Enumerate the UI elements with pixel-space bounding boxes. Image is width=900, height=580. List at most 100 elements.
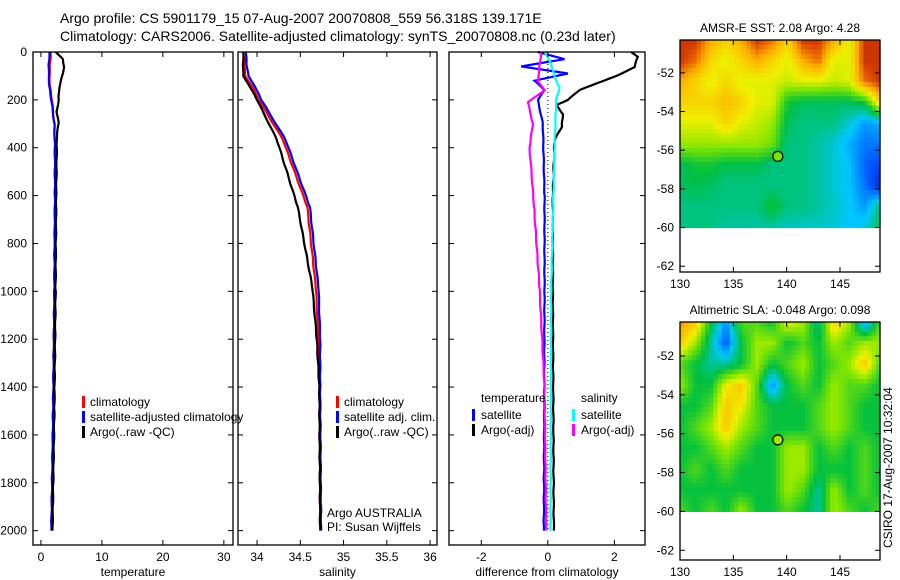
heatmap-cell [850, 161, 856, 168]
heatmap-cell [834, 143, 839, 149]
heatmap-cell [688, 483, 694, 489]
heatmap-cell [813, 355, 819, 361]
heatmap-cell [750, 483, 756, 489]
heatmap-cell [809, 63, 814, 69]
heatmap-cell [746, 72, 752, 79]
heatmap-cell [817, 340, 823, 347]
heatmap-cell [821, 143, 827, 149]
heatmap-cell [700, 492, 706, 498]
heatmap-cell [700, 222, 706, 229]
heatmap-cell [825, 416, 831, 423]
heatmap-cell [850, 322, 856, 328]
heatmap-cell [709, 110, 714, 116]
heatmap-cell [705, 133, 710, 140]
heatmap-cell [759, 388, 764, 394]
heatmap-cell [775, 449, 781, 456]
heatmap-cell [717, 204, 723, 210]
heatmap-cell [796, 506, 802, 513]
heatmap-cell [738, 54, 744, 60]
heatmap-cell [713, 468, 719, 475]
heatmap-cell [875, 483, 881, 489]
heatmap-cell [705, 161, 710, 168]
heatmap-cell [717, 483, 723, 489]
heatmap-cell [684, 218, 689, 224]
heatmap-cell [859, 487, 864, 494]
heatmap-cell [717, 166, 723, 172]
heatmap-cell [759, 218, 764, 224]
heatmap-cell [817, 49, 823, 55]
heatmap-cell [734, 199, 739, 205]
heatmap-cell [692, 58, 698, 65]
heatmap-cell [855, 161, 860, 168]
heatmap-cell [746, 124, 752, 130]
heatmap-cell [750, 407, 756, 413]
heatmap-cell [705, 364, 710, 370]
heatmap-cell [721, 68, 727, 74]
heatmap-cell [692, 199, 698, 205]
heatmap-cell [809, 143, 814, 149]
heatmap-cell [709, 345, 714, 352]
heatmap-cell [742, 138, 748, 144]
heatmap-cell [867, 435, 873, 441]
heatmap-cell [846, 378, 852, 385]
heatmap-cell [771, 72, 777, 79]
heatmap-cell [788, 91, 794, 97]
heatmap-cell [692, 331, 698, 337]
heatmap-cell [709, 54, 714, 60]
heatmap-cell [838, 478, 844, 484]
heatmap-cell [800, 115, 806, 121]
heatmap-cell [684, 402, 689, 408]
heatmap-cell [755, 190, 760, 196]
heatmap-cell [817, 82, 823, 88]
heatmap-cell [775, 416, 781, 423]
heatmap-cell [771, 138, 777, 144]
heatmap-cell [838, 138, 844, 144]
heatmap-cell [750, 91, 756, 97]
heatmap-cell [788, 464, 794, 470]
heatmap-cell [763, 161, 769, 168]
heatmap-cell [692, 464, 698, 470]
heatmap-cell [684, 445, 689, 451]
heatmap-cell [767, 105, 773, 111]
heatmap-cell [821, 124, 827, 130]
y-tick-label: 600 [7, 189, 27, 203]
heatmap-cell [763, 166, 769, 172]
heatmap-cell [730, 421, 735, 427]
heatmap-cell [838, 369, 844, 375]
heatmap-cell [763, 152, 769, 158]
heatmap-cell [834, 180, 839, 186]
heatmap-cell [834, 459, 839, 465]
heatmap-cell [800, 421, 806, 427]
heatmap-cell [871, 359, 877, 366]
heatmap-cell [684, 68, 689, 74]
heatmap-cell [875, 473, 881, 479]
heatmap-cell [800, 478, 806, 484]
heatmap-cell [788, 345, 794, 352]
heatmap-cell [813, 44, 819, 50]
heatmap-cell [771, 449, 777, 456]
heatmap-cell [830, 416, 835, 423]
heatmap-cell [738, 374, 744, 380]
heatmap-cell [788, 40, 794, 46]
heatmap-cell [780, 222, 785, 229]
heatmap-cell [796, 40, 802, 46]
heatmap-cell [692, 105, 698, 111]
heatmap-cell [784, 501, 789, 508]
heatmap-cell [780, 58, 785, 65]
heatmap-cell [813, 449, 819, 456]
heatmap-cell [759, 213, 764, 219]
heatmap-cell [871, 222, 877, 229]
heatmap-cell [792, 194, 798, 201]
heatmap-cell [813, 147, 819, 154]
heatmap-cell [809, 340, 814, 347]
heatmap-cell [821, 383, 827, 389]
heatmap-cell [830, 157, 835, 163]
heatmap-cell [709, 77, 714, 83]
heatmap-cell [838, 411, 844, 418]
heatmap-cell [871, 340, 877, 347]
heatmap-cell [842, 218, 848, 224]
heatmap-cell [805, 473, 810, 479]
heatmap-cell [750, 322, 756, 328]
heatmap-cell [830, 175, 835, 182]
heatmap-cell [809, 222, 814, 229]
